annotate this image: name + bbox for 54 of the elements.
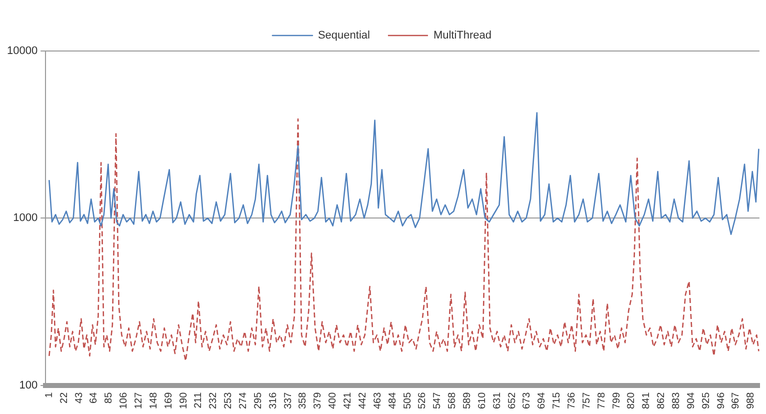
x-tick-label: 127 (133, 392, 144, 410)
x-tick-label: 85 (104, 392, 115, 404)
x-tick-label: 232 (208, 392, 220, 410)
x-tick-label: 43 (74, 392, 85, 404)
x-tick-label: 316 (268, 392, 279, 410)
x-tick-label: 589 (462, 392, 473, 410)
x-tick-label: 274 (238, 392, 250, 410)
x-tick-label: 148 (148, 392, 160, 410)
x-tick-label: 442 (357, 392, 368, 410)
x-tick-label: 379 (312, 392, 324, 410)
y-tick-label: 100 (19, 379, 38, 392)
x-tick-label: 799 (611, 392, 622, 410)
y-tick-label: 1000 (13, 212, 38, 224)
x-tick-label: 358 (298, 392, 309, 410)
y-tick-label: 10000 (6, 45, 38, 58)
x-tick-label: 463 (372, 392, 384, 410)
x-tick-label: 64 (88, 392, 100, 404)
x-tick-label: 106 (118, 392, 130, 410)
x-tick-label: 484 (387, 392, 398, 410)
legend-label: MultiThread (433, 30, 492, 42)
x-tick-label: 22 (58, 392, 70, 404)
x-tick-label: 883 (671, 392, 682, 410)
x-tick-label: 841 (641, 392, 652, 410)
x-tick-label: 631 (492, 392, 503, 410)
x-tick-label: 190 (178, 392, 190, 410)
x-tick-label: 505 (402, 392, 414, 410)
x-tick-label: 169 (163, 392, 174, 410)
x-tick-label: 1 (44, 392, 55, 398)
x-tick-label: 736 (566, 392, 578, 410)
x-tick-label: 967 (730, 392, 742, 410)
x-tick-label: 862 (656, 392, 668, 410)
x-tick-label: 673 (522, 392, 533, 410)
line-series (48, 118, 760, 362)
x-tick-label: 757 (581, 392, 592, 410)
x-tick-label: 904 (686, 392, 697, 410)
x-tick-label: 526 (417, 392, 428, 410)
x-tick-label: 568 (447, 392, 458, 410)
x-tick-label: 610 (476, 392, 488, 410)
x-tick-label: 925 (700, 392, 712, 410)
x-tick-label: 820 (626, 392, 638, 410)
x-tick-label: 652 (506, 392, 518, 410)
x-tick-label: 946 (716, 392, 727, 410)
x-tick-label: 253 (223, 392, 234, 410)
x-tick-label: 400 (328, 392, 339, 410)
legend-label: Sequential (318, 30, 370, 42)
x-tick-label: 547 (432, 392, 444, 410)
x-tick-label: 295 (252, 392, 264, 410)
x-tick-label: 211 (193, 392, 204, 408)
x-tick-label: 988 (746, 392, 757, 410)
x-tick-label: 778 (596, 392, 608, 410)
x-tick-label: 421 (342, 392, 354, 410)
x-tick-label: 694 (536, 392, 548, 410)
x-tick-label: 715 (552, 392, 563, 410)
x-tick-label: 337 (282, 392, 294, 410)
